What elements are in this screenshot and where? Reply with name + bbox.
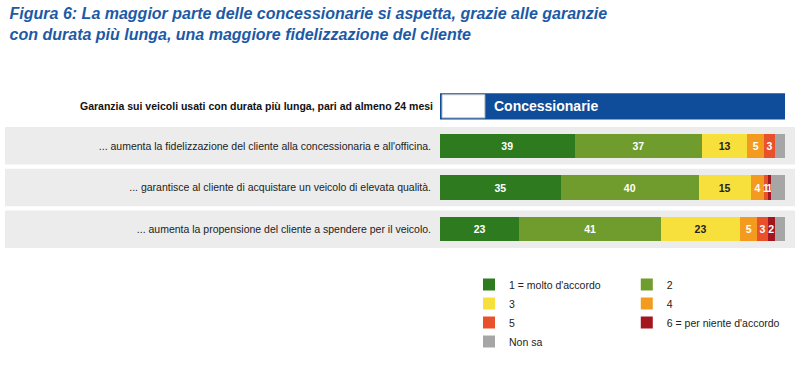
svg-text:35: 35 [494, 182, 506, 194]
svg-text:41: 41 [584, 223, 596, 235]
svg-text:5: 5 [509, 317, 515, 329]
svg-text:Garanzia sui veicoli usati con: Garanzia sui veicoli usati con durata pi… [80, 100, 433, 112]
svg-text:13: 13 [719, 140, 731, 152]
svg-text:3: 3 [760, 223, 766, 235]
svg-text:... aumenta la fidelizzazione: ... aumenta la fidelizzazione del client… [99, 140, 431, 152]
svg-text:4: 4 [754, 182, 760, 194]
svg-text:... garantisce al cliente di a: ... garantisce al cliente di acquistare … [129, 181, 431, 193]
svg-text:1: 1 [766, 182, 772, 194]
svg-text:3: 3 [509, 298, 515, 310]
svg-text:39: 39 [501, 140, 513, 152]
svg-text:23: 23 [474, 223, 486, 235]
svg-text:3: 3 [766, 140, 772, 152]
svg-text:6 = per niente d'accordo: 6 = per niente d'accordo [667, 317, 780, 329]
svg-text:... aumenta la propensione del: ... aumenta la propensione del cliente a… [137, 223, 431, 235]
svg-text:4: 4 [667, 298, 673, 310]
svg-text:23: 23 [695, 223, 707, 235]
svg-text:2: 2 [768, 223, 774, 235]
svg-text:2: 2 [667, 279, 673, 291]
svg-text:40: 40 [624, 182, 636, 194]
svg-text:37: 37 [632, 140, 644, 152]
svg-text:1: 1 [763, 182, 769, 194]
svg-text:5: 5 [753, 140, 759, 152]
svg-text:15: 15 [719, 182, 731, 194]
svg-text:Concessionarie: Concessionarie [494, 98, 598, 114]
svg-text:Figura 6: La maggior parte del: Figura 6: La maggior parte delle concess… [10, 5, 608, 43]
svg-text:Non sa: Non sa [509, 336, 542, 348]
svg-text:5: 5 [746, 223, 752, 235]
svg-text:1 = molto d'accordo: 1 = molto d'accordo [509, 279, 601, 291]
